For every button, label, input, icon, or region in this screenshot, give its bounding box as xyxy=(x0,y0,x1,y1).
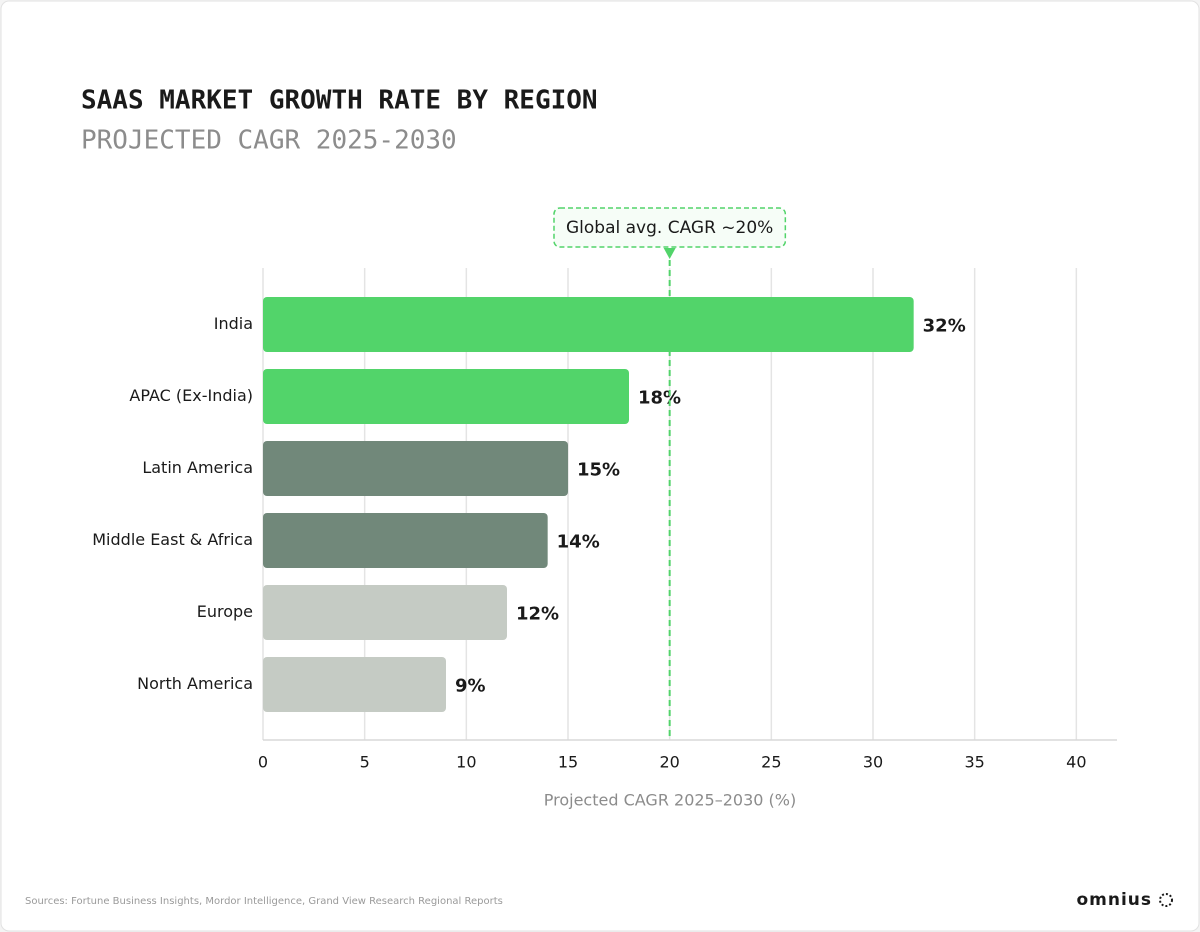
x-tick-label: 35 xyxy=(964,753,984,772)
y-tick-label: Latin America xyxy=(142,458,253,477)
x-tick-label: 10 xyxy=(456,753,476,772)
bar xyxy=(263,513,548,568)
source-note: Sources: Fortune Business Insights, Mord… xyxy=(25,896,503,907)
reference-marker xyxy=(663,248,676,259)
brand-logo: omnius xyxy=(1076,890,1152,910)
x-tick-label: 20 xyxy=(659,753,679,772)
data-label: 14% xyxy=(557,532,600,553)
x-tick-label: 15 xyxy=(558,753,578,772)
x-tick-label: 40 xyxy=(1066,753,1086,772)
x-axis-label: Projected CAGR 2025–2030 (%) xyxy=(544,791,796,810)
brand-icon xyxy=(1159,893,1173,907)
data-label: 18% xyxy=(638,388,681,409)
data-label: 32% xyxy=(923,316,966,337)
y-tick-label: India xyxy=(214,314,253,333)
bar xyxy=(263,369,629,424)
chart-subtitle: PROJECTED CAGR 2025-2030 xyxy=(81,126,457,156)
bar xyxy=(263,585,507,640)
bar xyxy=(263,657,446,712)
x-tick-label: 30 xyxy=(863,753,883,772)
bar xyxy=(263,297,914,352)
data-label: 12% xyxy=(516,604,559,625)
y-tick-label: Middle East & Africa xyxy=(92,530,253,549)
reference-label: Global avg. CAGR ~20% xyxy=(566,218,773,238)
chart-title: SAAS MARKET GROWTH RATE BY REGION xyxy=(81,86,598,116)
y-tick-label: North America xyxy=(137,674,253,693)
y-tick-label: APAC (Ex-India) xyxy=(129,386,253,405)
x-tick-label: 25 xyxy=(761,753,781,772)
bar xyxy=(263,441,568,496)
data-label: 15% xyxy=(577,460,620,481)
x-tick-label: 0 xyxy=(258,753,268,772)
x-tick-label: 5 xyxy=(360,753,370,772)
y-tick-label: Europe xyxy=(197,602,253,621)
data-label: 9% xyxy=(455,676,486,697)
reference-box xyxy=(553,207,787,248)
